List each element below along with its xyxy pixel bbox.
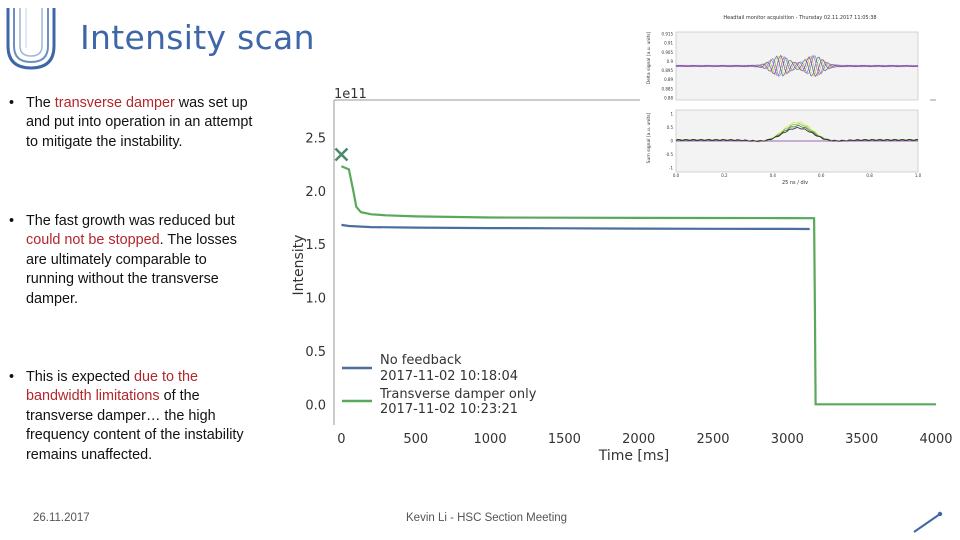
slide-title: Intensity scan [80, 18, 315, 57]
inset-y-tick: -1 [669, 166, 673, 171]
bullet-text: was set up and put into operation in an … [26, 95, 253, 150]
inset-x-tick: 0.4 [770, 173, 777, 178]
inset-trace [675, 55, 918, 77]
inset-y-tick: 0.905 [662, 50, 674, 55]
footer-presenter: Kevin Li - HSC Section Meeting [406, 512, 568, 524]
x-tick-label: 4000 [919, 432, 952, 447]
x-tick-label: 2000 [622, 432, 655, 447]
y-tick-label: 2.0 [305, 185, 326, 200]
x-tick-label: 500 [403, 432, 428, 447]
y-axis-label: Intensity [291, 235, 307, 296]
bullet-dot-icon: • [9, 95, 15, 111]
legend-label: No feedback [380, 353, 462, 368]
legend-date: 2017-11-02 10:18:04 [380, 369, 518, 384]
footer-date: 26.11.2017 [33, 512, 90, 524]
bullet-highlight: could not be stopped [26, 232, 160, 249]
bullet-dot-icon: • [9, 369, 15, 385]
logo [6, 8, 56, 70]
x-axis-label: Time [ms] [598, 448, 670, 464]
inset-title: Headtail monitor acquisition - Thursday … [723, 15, 876, 21]
inset-trace [675, 126, 919, 142]
inset-y-tick: 0.885 [662, 86, 674, 91]
inset-x-tick: 1.0 [915, 173, 922, 178]
inset-x-tick: 0.8 [866, 173, 873, 178]
chart-legend: No feedback 2017-11-02 10:18:04 Transver… [342, 353, 537, 417]
start-marker [334, 147, 349, 162]
x-tick-label: 3000 [771, 432, 804, 447]
y-tick-label: 1.0 [305, 292, 326, 307]
inset-ylabel-top: Delta signal [a.u. units] [646, 31, 652, 84]
bullet-item: • The transverse damper was set up and pu… [6, 94, 256, 152]
inset-y-tick: 0.9 [667, 59, 674, 64]
inset-y-tick: 0.89 [664, 77, 673, 82]
bullet-text: of the transverse damper… the high frequ… [26, 388, 244, 463]
x-tick-label: 1500 [548, 432, 581, 447]
legend-label: Transverse damper only [379, 387, 537, 402]
inset-y-tick: 1 [670, 112, 673, 117]
bullet-highlight: due to the bandwidth limitations [26, 369, 198, 405]
x-tick-label: 3500 [845, 432, 878, 447]
inset-trace [675, 54, 919, 76]
legend-date: 2017-11-02 10:23:21 [380, 402, 518, 417]
series-line-1 [340, 165, 936, 406]
bullet-text: The [26, 95, 55, 111]
inset-y-tick: 0.915 [662, 32, 674, 37]
bullet-text: The fast growth was reduced but [26, 213, 235, 229]
inset-x-tick: 0.6 [818, 173, 825, 178]
inset-ylabel-bottom: Sum signal [a.u. units] [646, 112, 652, 163]
series-line-0 [341, 223, 810, 231]
corner-arrow-icon [913, 511, 943, 533]
inset-y-tick: 0.895 [662, 68, 674, 73]
inset-y-tick: 0.88 [664, 96, 673, 101]
chart-series [334, 147, 936, 406]
bullet-highlight: transverse damper [54, 95, 175, 111]
y-multiplier-label: 1e11 [334, 87, 367, 102]
bullet-dot-icon: • [9, 213, 15, 229]
inset-y-tick: 0.91 [664, 41, 673, 46]
y-tick-label: 0.5 [305, 345, 326, 360]
y-tick-label: 2.5 [305, 131, 326, 146]
inset-x-tick: 0.0 [673, 173, 680, 178]
bullet-item: • This is expected due to the bandwidth l… [6, 368, 256, 465]
y-tick-label: 1.5 [305, 238, 326, 253]
x-tick-label: 2500 [696, 432, 729, 447]
x-tick-label: 0 [337, 432, 345, 447]
inset-y-tick: 0 [670, 139, 673, 144]
headtail-inset-chart: Headtail monitor acquisition - Thursday … [640, 10, 930, 188]
inset-xlabel: 25 ns / div [782, 180, 808, 186]
inset-x-tick: 0.2 [721, 173, 728, 178]
bullet-item: • The fast growth was reduced but could n… [6, 212, 256, 309]
y-tick-label: 0.0 [305, 398, 326, 413]
x-tick-label: 1000 [474, 432, 507, 447]
inset-y-tick: -0.5 [665, 152, 673, 157]
bullet-text: . The losses are ultimately comparable t… [26, 232, 237, 307]
bullet-text: This is expected [26, 369, 134, 385]
inset-trace [675, 54, 919, 78]
inset-plot: 0.88 0.885 0.89 0.895 0.9 0.905 0.91 0.915 -1 -0.… [662, 32, 922, 179]
inset-y-tick: 0.5 [667, 125, 674, 130]
